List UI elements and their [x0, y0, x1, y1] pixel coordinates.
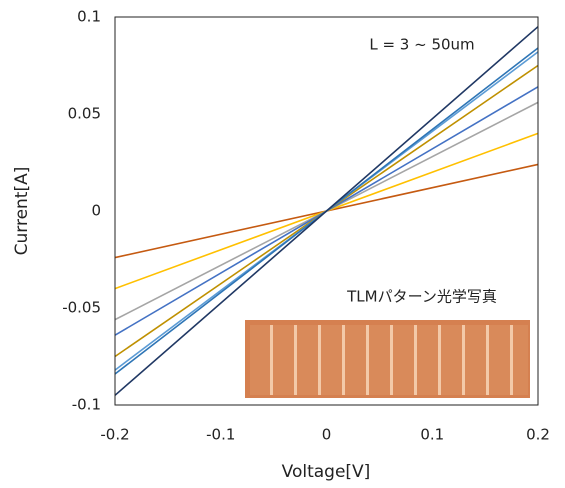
plot-frame [114, 16, 539, 406]
x-tick-label: 0.1 [420, 426, 444, 444]
x-tick-label: -0.1 [206, 426, 235, 444]
photo-pads [250, 325, 528, 395]
inset-photo [245, 320, 530, 398]
y-axis-title: Current[A] [12, 167, 32, 256]
y-tick-label: 0.1 [77, 8, 101, 26]
series-line [114, 26, 539, 396]
y-tick-label: -0.1 [72, 396, 101, 414]
x-tick-label: -0.2 [100, 426, 129, 444]
plot-area [114, 26, 539, 396]
y-tick-label: -0.05 [62, 299, 101, 317]
y-tick-label: 0 [91, 202, 101, 220]
annotation: TLMパターン光学写真 [346, 288, 497, 306]
x-tick-label: 0 [322, 426, 332, 444]
x-tick-label: 0.2 [526, 426, 550, 444]
x-axis-title: Voltage[V] [282, 462, 371, 482]
y-tick-label: 0.05 [68, 105, 101, 123]
annotation: L = 3 ~ 50um [369, 36, 474, 54]
